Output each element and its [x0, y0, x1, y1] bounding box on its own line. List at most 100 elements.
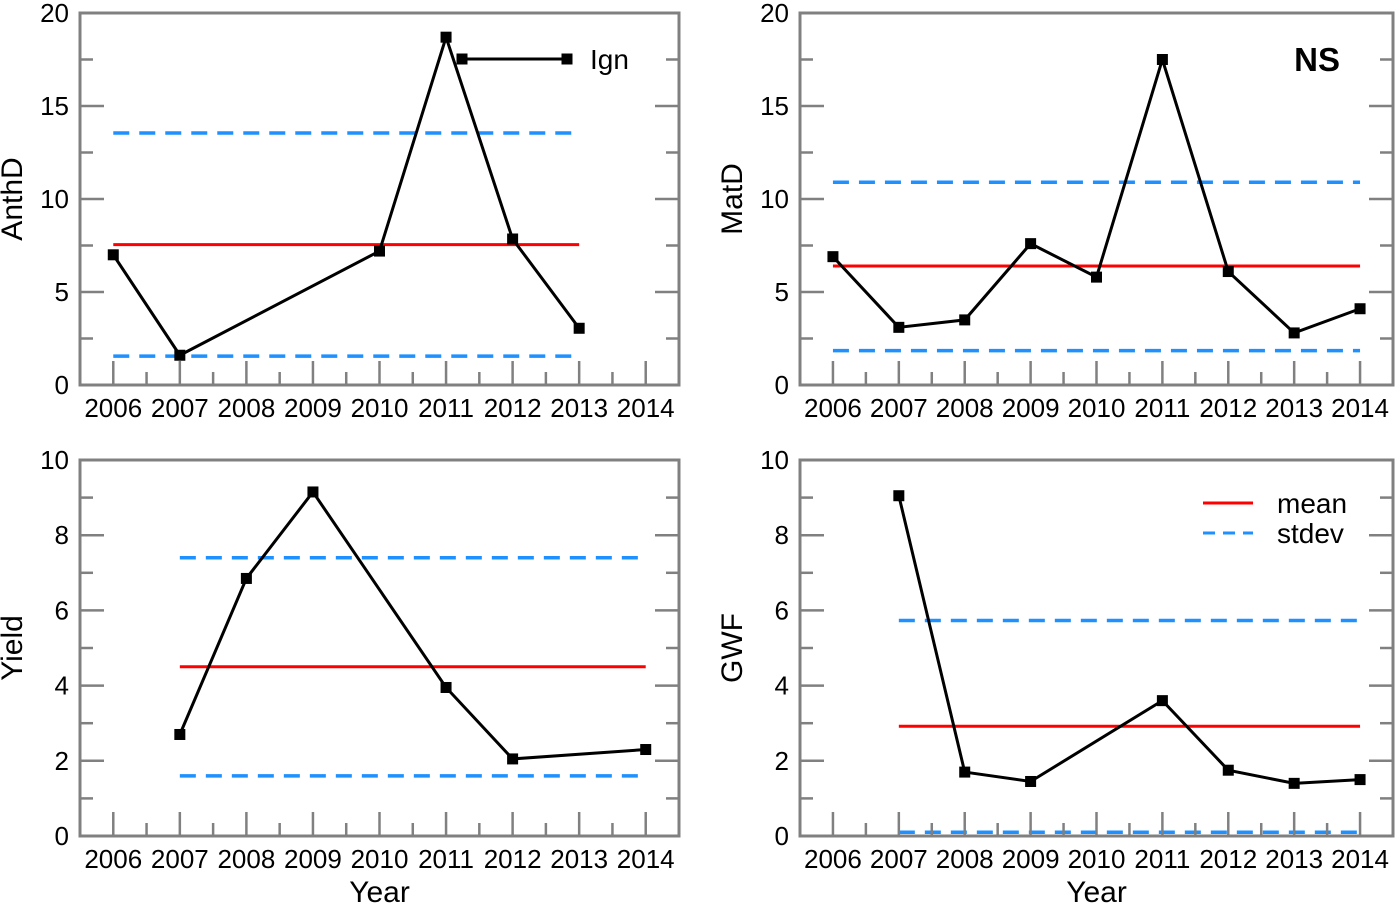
data-point-marker: [507, 753, 519, 765]
x-tick-label: 2006: [84, 393, 142, 423]
x-tick-label: 2012: [1199, 393, 1257, 423]
data-point-marker: [640, 744, 652, 756]
y-tick-label: 0: [775, 821, 789, 851]
chart-panel-anthd: 2006 2007 2008 2009 2010 2011 2012 2013 2014 0 5 10…: [0, 0, 700, 445]
x-tick-label: 2013: [1265, 393, 1323, 423]
x-tick-label: 2011: [418, 393, 474, 423]
x-tick-label: 2012: [484, 844, 542, 874]
legend-label: Ign: [590, 44, 629, 75]
data-point-marker: [1025, 775, 1037, 787]
data-point-marker: [1288, 327, 1300, 339]
x-tick-label: 2014: [617, 393, 675, 423]
series-ign: [893, 490, 1366, 789]
chart-panel-yield: 2006 2007 2008 2009 2010 2011 2012 2013 2014 0 2 4 6…: [0, 440, 700, 904]
x-tick-label: 2007: [870, 844, 928, 874]
data-point-marker: [893, 490, 905, 502]
x-tick-label: 2010: [351, 844, 409, 874]
yield-line-chart: 2006 2007 2008 2009 2010 2011 2012 2013 2014 0 2 4 6…: [0, 445, 681, 904]
legend-label: stdev: [1277, 518, 1344, 549]
anthd-line-chart: 2006 2007 2008 2009 2010 2011 2012 2013 2014 0 5 10…: [0, 0, 681, 423]
x-tick-label: 2014: [617, 844, 675, 874]
data-point-marker: [1354, 303, 1366, 315]
data-point-marker: [1222, 764, 1234, 776]
data-point-marker: [827, 251, 839, 263]
y-axis-title: GWF: [716, 613, 749, 683]
x-tick-label: 2011: [1134, 393, 1190, 423]
y-axis-title: Yield: [0, 615, 29, 681]
y-tick-label: 2: [775, 746, 789, 776]
x-tick-label: 2006: [804, 844, 862, 874]
data-point-marker: [240, 572, 252, 584]
y-tick-label: 0: [55, 821, 69, 851]
series-ign: [174, 486, 652, 765]
x-tick-label: 2014: [1331, 393, 1389, 423]
data-point-marker: [1288, 777, 1300, 789]
axis-ticks: [80, 11, 679, 387]
x-tick-labels: 2006 2007 2008 2009 2010 2011 2012 2013 2014: [804, 844, 1389, 874]
plot-frame: [78, 458, 681, 838]
x-tick-label: 2006: [84, 844, 142, 874]
x-tick-label: 2006: [804, 393, 862, 423]
series-line: [178, 489, 646, 761]
data-point-marker: [1091, 271, 1102, 283]
x-tick-label: 2009: [1002, 393, 1060, 423]
x-tick-label: 2010: [1068, 393, 1126, 423]
x-tick-labels: 2006 2007 2008 2009 2010 2011 2012 2013 2014: [804, 393, 1389, 423]
data-point-marker: [174, 349, 186, 361]
stdev-lines: [832, 180, 1361, 353]
x-tick-label: 2013: [550, 393, 608, 423]
legend-marker: [561, 53, 573, 65]
data-point-marker: [959, 766, 971, 778]
data-point-marker: [174, 728, 186, 740]
y-tick-labels: 0 5 10 15 20: [40, 0, 69, 400]
y-tick-label: 8: [55, 520, 69, 550]
x-tick-label: 2007: [870, 393, 928, 423]
y-tick-label: 10: [760, 445, 789, 475]
x-tick-label: 2010: [1068, 844, 1126, 874]
data-point-marker: [1354, 774, 1366, 786]
series-ign: [827, 54, 1366, 339]
y-tick-label: 15: [40, 91, 69, 121]
y-tick-label: 10: [40, 184, 69, 214]
y-tick-label: 6: [55, 595, 69, 625]
x-tick-label: 2008: [936, 844, 994, 874]
x-tick-labels: 2006 2007 2008 2009 2010 2011 2012 2013 2014: [84, 844, 674, 874]
data-point-marker: [1222, 266, 1234, 278]
x-tick-label: 2011: [418, 844, 474, 874]
data-point-marker: [440, 31, 452, 43]
x-tick-label: 2007: [151, 844, 209, 874]
y-tick-label: 5: [55, 277, 69, 307]
y-axis-title: AnthD: [0, 157, 29, 240]
data-point-marker: [1156, 54, 1168, 65]
x-tick-label: 2010: [351, 393, 409, 423]
data-point-marker: [959, 314, 971, 326]
x-tick-label: 2007: [151, 393, 209, 423]
series-ign: [107, 31, 585, 361]
chart-panel-matd: 2006 2007 2008 2009 2010 2011 2012 2013 2014 0 5 10…: [700, 0, 1400, 445]
data-point-marker: [307, 486, 319, 498]
y-tick-label: 4: [55, 671, 69, 701]
x-tick-label: 2012: [484, 393, 542, 423]
x-tick-label: 2008: [217, 393, 275, 423]
series-line: [112, 32, 581, 358]
chart-panel-gwf: 2006 2007 2008 2009 2010 2011 2012 2013 2014 0 2 4 6…: [700, 440, 1400, 904]
x-tick-labels: 2006 2007 2008 2009 2010 2011 2012 2013 2014: [84, 393, 674, 423]
y-tick-label: 0: [775, 370, 789, 400]
x-tick-label: 2009: [284, 393, 342, 423]
data-point-marker: [1156, 695, 1168, 707]
data-point-marker: [374, 245, 385, 257]
y-tick-label: 20: [760, 0, 789, 28]
y-tick-label: 6: [775, 595, 789, 625]
legend-label: mean: [1277, 488, 1347, 519]
x-tick-label: 2009: [1002, 844, 1060, 874]
legend: Ign: [456, 44, 629, 75]
x-axis-title: Year: [1066, 876, 1127, 904]
axis-ticks: [800, 458, 1393, 838]
y-tick-labels: 0 2 4 6 8 10: [760, 445, 789, 851]
y-tick-label: 10: [40, 445, 69, 475]
x-tick-label: 2013: [550, 844, 608, 874]
x-tick-label: 2014: [1331, 844, 1389, 874]
data-point-marker: [893, 321, 905, 333]
